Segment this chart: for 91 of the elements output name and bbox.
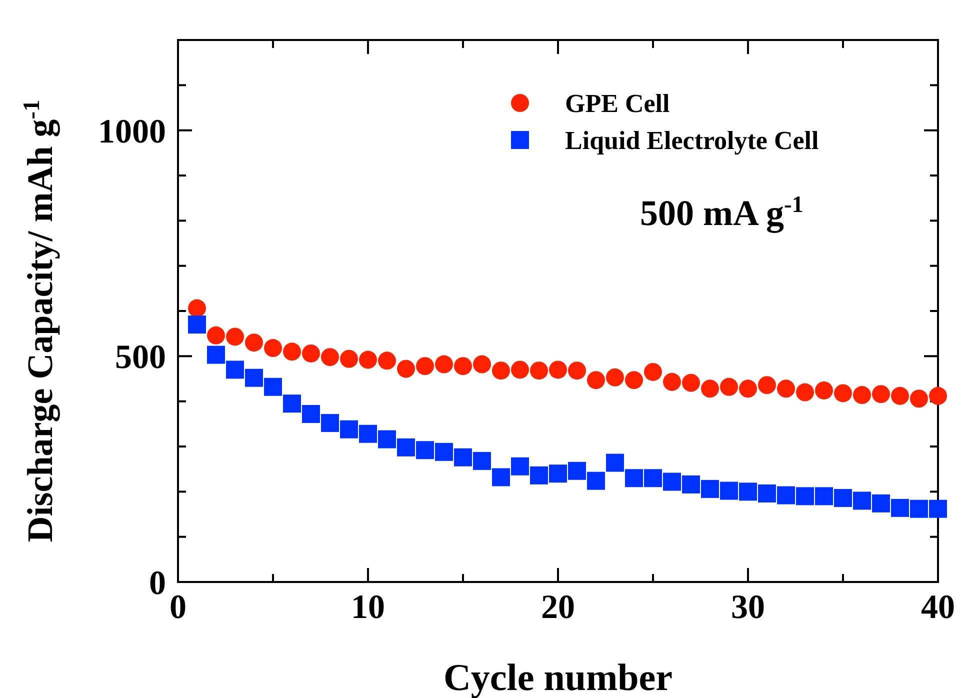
point — [188, 316, 206, 334]
point — [530, 362, 548, 380]
point — [226, 360, 244, 379]
point — [701, 480, 719, 498]
point — [340, 350, 358, 368]
point — [245, 334, 263, 352]
point — [929, 500, 947, 518]
point — [587, 371, 605, 390]
point — [815, 381, 833, 400]
point — [853, 492, 871, 510]
point — [207, 326, 225, 344]
point — [511, 360, 529, 379]
point — [587, 472, 605, 490]
point — [758, 376, 776, 394]
point — [682, 475, 700, 494]
point — [302, 344, 320, 362]
point — [891, 498, 909, 517]
point — [568, 362, 586, 380]
point — [416, 357, 434, 376]
point — [701, 380, 719, 398]
point — [910, 390, 928, 408]
point — [720, 378, 738, 396]
point — [644, 362, 662, 381]
point — [777, 380, 795, 398]
point — [359, 350, 377, 369]
point — [188, 299, 206, 318]
point — [606, 454, 624, 472]
point — [397, 360, 415, 378]
point — [834, 384, 852, 402]
x-tick-label: 10 — [351, 589, 385, 626]
point — [720, 482, 738, 500]
point — [378, 430, 396, 448]
point — [739, 482, 757, 501]
point — [283, 394, 301, 413]
point — [340, 420, 358, 438]
annotation: 500 mA g$^{-1}$ — [640, 192, 804, 233]
point — [796, 383, 814, 402]
point — [264, 339, 282, 358]
point — [625, 371, 643, 390]
point — [910, 500, 928, 518]
y-tick-label: 0 — [149, 565, 166, 602]
point — [758, 484, 776, 502]
point — [264, 378, 282, 396]
point — [530, 466, 548, 484]
point — [321, 414, 339, 432]
x-tick-label: 40 — [921, 589, 955, 626]
point — [796, 487, 814, 506]
point — [777, 486, 795, 504]
x-tick-label: 20 — [541, 589, 575, 626]
point — [321, 348, 339, 366]
point — [891, 386, 909, 405]
point — [359, 424, 377, 443]
point — [625, 469, 643, 488]
point — [568, 462, 586, 480]
point — [815, 487, 833, 506]
point — [454, 357, 472, 376]
point — [682, 374, 700, 392]
point — [416, 441, 434, 460]
legend-label: GPE Cell — [565, 89, 670, 118]
point — [872, 494, 890, 512]
point — [435, 442, 453, 461]
point — [397, 438, 415, 456]
point — [226, 328, 244, 346]
point — [473, 452, 491, 470]
x-axis-title: Cycle number — [443, 657, 673, 698]
point — [492, 468, 510, 486]
point — [283, 342, 301, 361]
y-tick-label: 500 — [115, 339, 166, 376]
point — [492, 362, 510, 380]
point — [378, 352, 396, 370]
point — [872, 385, 890, 404]
point — [834, 488, 852, 507]
point — [454, 448, 472, 466]
point — [606, 368, 624, 386]
point — [302, 404, 320, 423]
point — [511, 457, 529, 476]
point — [739, 380, 757, 398]
point — [549, 464, 567, 483]
y-tick-label: 1000 — [98, 113, 166, 150]
legend-label: Liquid Electrolyte Cell — [565, 126, 819, 155]
point — [853, 386, 871, 404]
point — [549, 360, 567, 379]
point — [644, 469, 662, 488]
point — [207, 346, 225, 364]
point — [245, 368, 263, 387]
point — [663, 472, 681, 491]
point — [663, 372, 681, 391]
point — [435, 355, 453, 374]
point — [473, 355, 491, 374]
point — [929, 386, 947, 405]
x-tick-label: 30 — [731, 589, 765, 626]
